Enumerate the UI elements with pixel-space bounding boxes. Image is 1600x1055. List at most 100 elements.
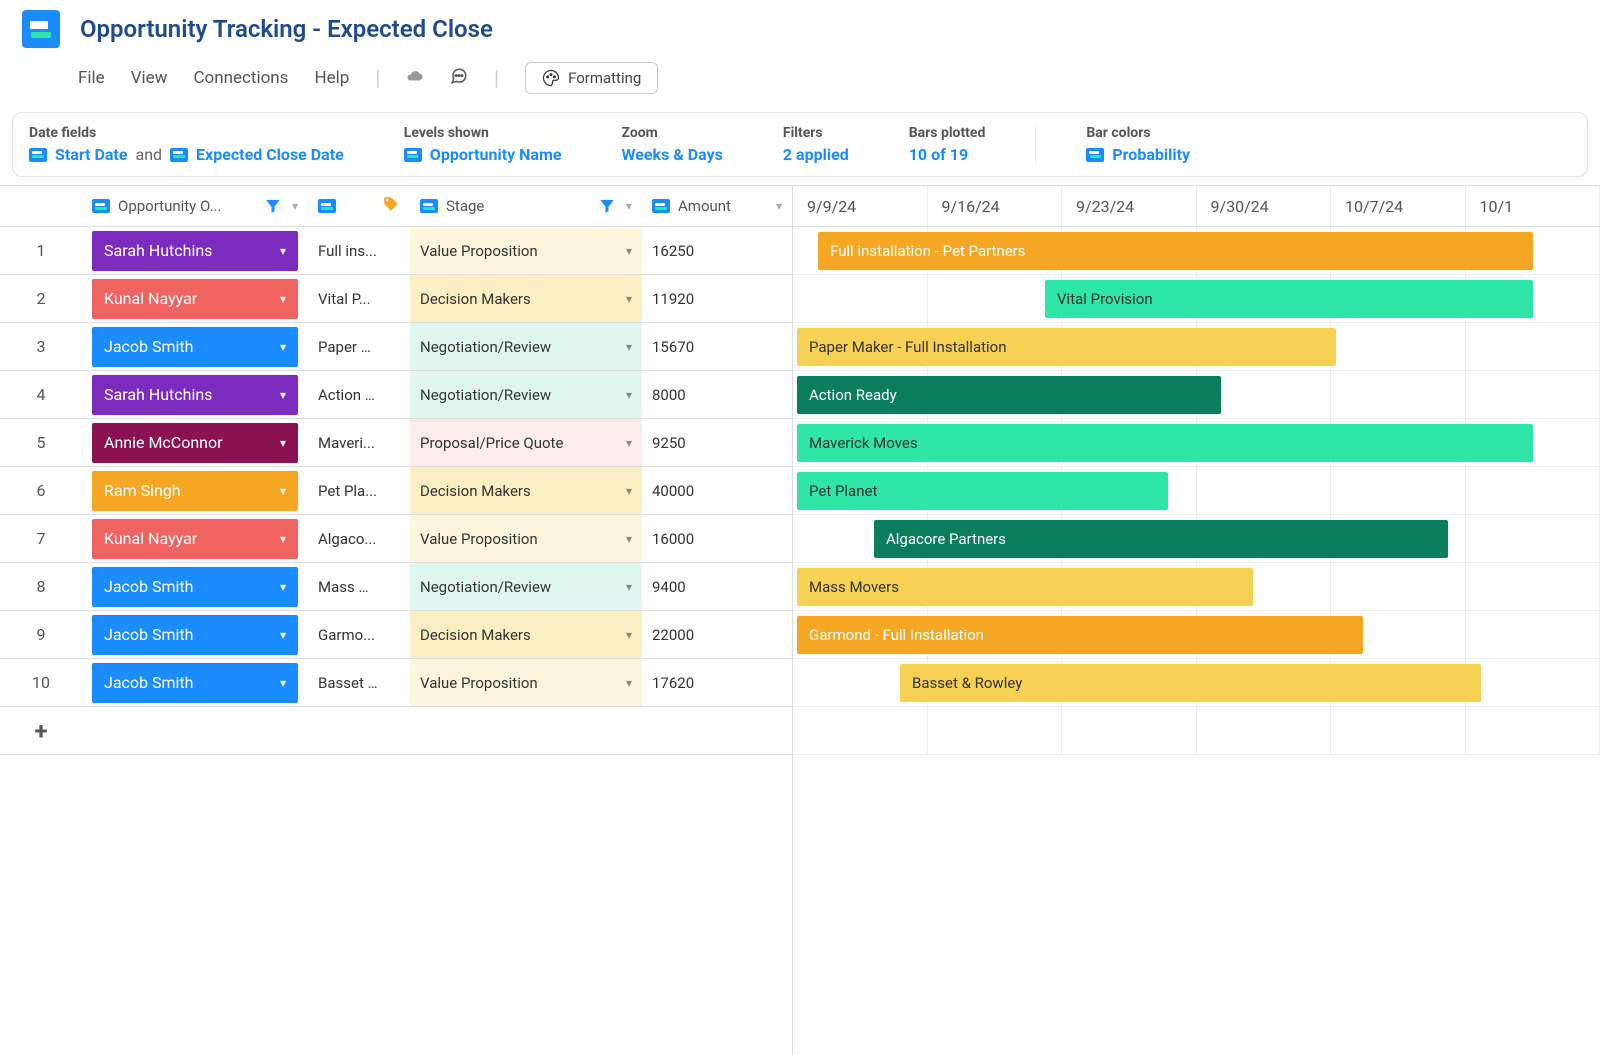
chevron-down-icon[interactable]: ▾ bbox=[626, 484, 632, 498]
opportunity-cell[interactable]: Action … bbox=[308, 371, 410, 419]
owner-cell[interactable]: Sarah Hutchins▾ bbox=[82, 227, 308, 275]
config-filters[interactable]: Filters 2 applied bbox=[783, 125, 849, 164]
amount-cell[interactable]: 22000 bbox=[642, 611, 792, 659]
gantt-bar[interactable]: Vital Provision bbox=[1045, 280, 1533, 318]
chevron-down-icon[interactable]: ▾ bbox=[626, 244, 632, 258]
gantt-bar[interactable]: Basset & Rowley bbox=[900, 664, 1481, 702]
amount-cell[interactable]: 16000 bbox=[642, 515, 792, 563]
config-bar-colors[interactable]: Bar colors Probability bbox=[1086, 125, 1190, 164]
opportunity-header[interactable] bbox=[308, 185, 410, 227]
app-logo[interactable] bbox=[22, 10, 60, 48]
chevron-down-icon[interactable]: ▾ bbox=[280, 340, 286, 354]
owner-cell[interactable]: Kunal Nayyar▾ bbox=[82, 275, 308, 323]
menu-file[interactable]: File bbox=[78, 68, 105, 88]
opportunity-cell[interactable]: Basset … bbox=[308, 659, 410, 707]
formatting-button[interactable]: Formatting bbox=[525, 62, 658, 94]
stage-cell[interactable]: Value Proposition▾ bbox=[410, 227, 642, 275]
owner-cell[interactable]: Ram Singh▾ bbox=[82, 467, 308, 515]
opportunity-cell[interactable]: Full ins... bbox=[308, 227, 410, 275]
config-bars-plotted[interactable]: Bars plotted 10 of 19 bbox=[909, 125, 986, 164]
stage-cell[interactable]: Decision Makers▾ bbox=[410, 611, 642, 659]
menu-view[interactable]: View bbox=[131, 68, 168, 88]
stage-cell[interactable]: Value Proposition▾ bbox=[410, 659, 642, 707]
row-number[interactable]: 6 bbox=[0, 467, 82, 515]
cloud-icon[interactable] bbox=[406, 66, 424, 90]
owner-cell[interactable]: Jacob Smith▾ bbox=[82, 563, 308, 611]
stage-cell[interactable]: Negotiation/Review▾ bbox=[410, 323, 642, 371]
chevron-down-icon[interactable]: ▾ bbox=[280, 484, 286, 498]
opportunity-cell[interactable]: Mass … bbox=[308, 563, 410, 611]
opportunity-cell[interactable]: Maveri... bbox=[308, 419, 410, 467]
row-number[interactable]: 5 bbox=[0, 419, 82, 467]
comment-icon[interactable] bbox=[450, 66, 468, 90]
config-date-fields[interactable]: Date fields Start Date and Expected Clos… bbox=[29, 125, 344, 164]
stage-cell[interactable]: Negotiation/Review▾ bbox=[410, 563, 642, 611]
owner-cell[interactable]: Kunal Nayyar▾ bbox=[82, 515, 308, 563]
chevron-down-icon[interactable]: ▾ bbox=[626, 580, 632, 594]
gantt-bar[interactable]: Garmond - Full Installation bbox=[797, 616, 1363, 654]
chevron-down-icon[interactable]: ▾ bbox=[280, 292, 286, 306]
amount-cell[interactable]: 9400 bbox=[642, 563, 792, 611]
chevron-down-icon[interactable]: ▾ bbox=[626, 388, 632, 402]
owner-cell[interactable]: Jacob Smith▾ bbox=[82, 611, 308, 659]
stage-cell[interactable]: Proposal/Price Quote▾ bbox=[410, 419, 642, 467]
filter-icon[interactable] bbox=[264, 197, 282, 215]
gantt-bar[interactable]: Action Ready bbox=[797, 376, 1221, 414]
owner-cell[interactable]: Annie McConnor▾ bbox=[82, 419, 308, 467]
owner-cell[interactable]: Jacob Smith▾ bbox=[82, 659, 308, 707]
gantt-bar[interactable]: Algacore Partners bbox=[874, 520, 1448, 558]
stage-cell[interactable]: Decision Makers▾ bbox=[410, 275, 642, 323]
chevron-down-icon[interactable]: ▾ bbox=[626, 292, 632, 306]
amount-cell[interactable]: 17620 bbox=[642, 659, 792, 707]
chevron-down-icon[interactable]: ▾ bbox=[280, 244, 286, 258]
owner-cell[interactable]: Sarah Hutchins▾ bbox=[82, 371, 308, 419]
row-number[interactable]: 1 bbox=[0, 227, 82, 275]
gantt-bar[interactable]: Paper Maker - Full Installation bbox=[797, 328, 1336, 366]
chevron-down-icon[interactable]: ▾ bbox=[776, 199, 782, 213]
add-row-button[interactable]: + bbox=[0, 707, 82, 755]
chevron-down-icon[interactable]: ▾ bbox=[626, 532, 632, 546]
stage-cell[interactable]: Decision Makers▾ bbox=[410, 467, 642, 515]
chevron-down-icon[interactable]: ▾ bbox=[292, 199, 298, 213]
chevron-down-icon[interactable]: ▾ bbox=[626, 628, 632, 642]
stage-header[interactable]: Stage ▾ bbox=[410, 185, 642, 227]
menu-help[interactable]: Help bbox=[314, 68, 349, 88]
gantt-bar[interactable]: Mass Movers bbox=[797, 568, 1253, 606]
gantt-bar[interactable]: Full installation - Pet Partners bbox=[818, 232, 1533, 270]
stage-cell[interactable]: Value Proposition▾ bbox=[410, 515, 642, 563]
chevron-down-icon[interactable]: ▾ bbox=[280, 532, 286, 546]
row-number[interactable]: 10 bbox=[0, 659, 82, 707]
row-number[interactable]: 3 bbox=[0, 323, 82, 371]
row-number[interactable]: 2 bbox=[0, 275, 82, 323]
chevron-down-icon[interactable]: ▾ bbox=[626, 676, 632, 690]
row-number[interactable]: 7 bbox=[0, 515, 82, 563]
chevron-down-icon[interactable]: ▾ bbox=[626, 436, 632, 450]
chevron-down-icon[interactable]: ▾ bbox=[280, 580, 286, 594]
row-number[interactable]: 4 bbox=[0, 371, 82, 419]
amount-header[interactable]: Amount ▾ bbox=[642, 185, 792, 227]
opportunity-cell[interactable]: Garmo... bbox=[308, 611, 410, 659]
row-number[interactable]: 9 bbox=[0, 611, 82, 659]
gantt-bar[interactable]: Maverick Moves bbox=[797, 424, 1533, 462]
row-number[interactable]: 8 bbox=[0, 563, 82, 611]
amount-cell[interactable]: 8000 bbox=[642, 371, 792, 419]
filter-icon[interactable] bbox=[598, 197, 616, 215]
chevron-down-icon[interactable]: ▾ bbox=[280, 436, 286, 450]
gantt-bar[interactable]: Pet Planet bbox=[797, 472, 1168, 510]
opportunity-cell[interactable]: Paper … bbox=[308, 323, 410, 371]
config-levels[interactable]: Levels shown Opportunity Name bbox=[404, 125, 562, 164]
stage-cell[interactable]: Negotiation/Review▾ bbox=[410, 371, 642, 419]
menu-connections[interactable]: Connections bbox=[193, 68, 288, 88]
chevron-down-icon[interactable]: ▾ bbox=[280, 628, 286, 642]
amount-cell[interactable]: 40000 bbox=[642, 467, 792, 515]
amount-cell[interactable]: 11920 bbox=[642, 275, 792, 323]
amount-cell[interactable]: 16250 bbox=[642, 227, 792, 275]
chevron-down-icon[interactable]: ▾ bbox=[280, 388, 286, 402]
chevron-down-icon[interactable]: ▾ bbox=[626, 199, 632, 213]
owner-header[interactable]: Opportunity O... ▾ bbox=[82, 185, 308, 227]
opportunity-cell[interactable]: Algaco... bbox=[308, 515, 410, 563]
amount-cell[interactable]: 9250 bbox=[642, 419, 792, 467]
opportunity-cell[interactable]: Pet Pla... bbox=[308, 467, 410, 515]
chevron-down-icon[interactable]: ▾ bbox=[280, 676, 286, 690]
amount-cell[interactable]: 15670 bbox=[642, 323, 792, 371]
